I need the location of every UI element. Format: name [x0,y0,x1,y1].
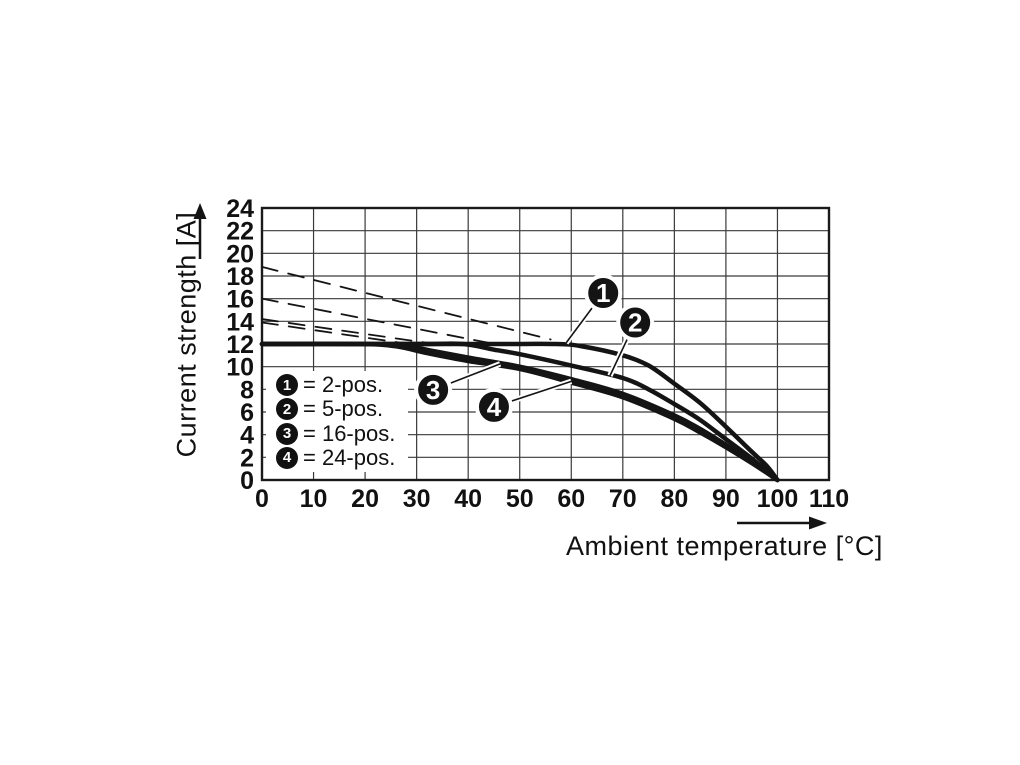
y-axis-title: Current strength [A] [171,211,202,458]
legend: 1 = 2-pos. 2 = 5-pos. 3 = 16-pos. 4 = 24… [266,371,408,472]
x-axis-title: Ambient temperature [°C] [566,531,883,561]
y-tick-label: 20 [226,240,254,268]
legend-item-16-pos: 3 = 16-pos. [266,420,408,446]
x-tick-label: 20 [351,485,379,513]
curve-2-pos. [259,341,780,483]
y-tick-label: 12 [226,331,254,359]
legend-label-1: = 2-pos. [303,372,384,398]
legend-item-2-pos: 1 = 2-pos. [266,372,408,398]
callout-number-2: 2 [628,307,642,337]
x-tick-label: 110 [809,485,849,513]
x-tick-label: 100 [757,485,799,513]
callout-number-1: 1 [596,278,610,308]
callout-circle-4 [474,387,513,426]
legend-label-4: = 24-pos. [303,444,396,470]
x-tick-label: 60 [557,485,585,513]
y-tick-label: 24 [226,195,254,223]
y-tick-label: 14 [226,308,254,336]
x-tick-label: 80 [660,485,688,513]
dashed-curve-2-pos. [261,266,552,341]
legend-symbol-1: 1 [276,374,298,397]
arrow-up-icon [192,203,208,266]
y-tick-label: 10 [226,354,254,382]
x-tick-label: 10 [300,485,328,513]
x-tick-label: 70 [609,485,637,513]
arrow-right-icon [737,515,827,536]
y-tick-label: 22 [226,218,254,246]
curve-5-pos. [259,341,780,483]
legend-item-5-pos: 2 = 5-pos. [266,396,408,422]
x-tick-label: 50 [506,485,534,513]
callout-circle-3 [414,370,453,409]
x-tick-label: 40 [454,485,482,513]
callout-circle-1 [584,274,623,312]
y-tick-label: 6 [240,399,254,427]
legend-label-2: = 5-pos. [303,396,384,422]
legend-symbol-3: 3 [276,422,298,445]
x-tick-label: 90 [712,485,740,513]
callout-number-3: 3 [426,375,440,405]
legend-symbol-4: 4 [276,446,298,469]
y-tick-label: 2 [240,444,254,472]
x-tick-label: 30 [403,485,431,513]
y-tick-label: 16 [226,286,254,314]
dashed-curve-5-pos. [261,297,490,344]
dashed-curve-16-pos. [261,318,428,344]
callout-number-4: 4 [487,392,502,422]
y-tick-label: 8 [240,376,254,404]
y-tick-label: 0 [240,467,254,495]
legend-item-24-pos: 4 = 24-pos. [266,444,408,470]
y-tick-label: 4 [240,422,254,450]
y-tick-label: 18 [226,263,254,291]
callout-circle-2 [616,303,655,342]
legend-symbol-2: 2 [276,398,298,421]
x-tick-label: 0 [255,485,269,513]
legend-label-3: = 16-pos. [303,420,396,446]
